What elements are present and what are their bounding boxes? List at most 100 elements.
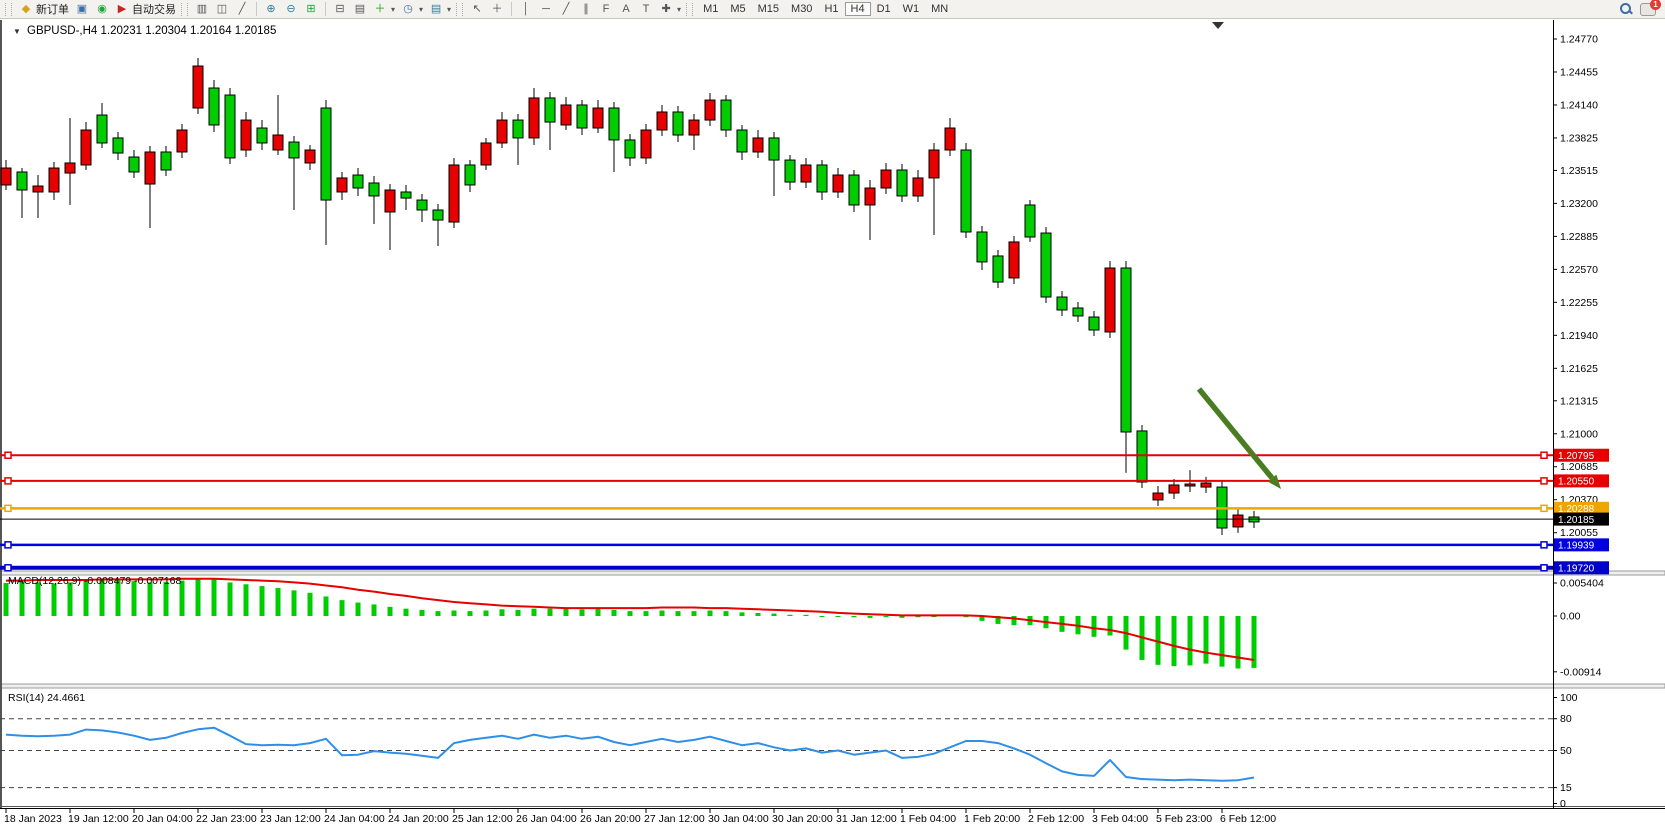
trendline-button[interactable]: ╱ <box>556 1 576 17</box>
svg-text:1.21000: 1.21000 <box>1560 428 1598 440</box>
svg-text:0.00: 0.00 <box>1560 611 1581 623</box>
candle-chart-button[interactable]: ◫ <box>212 1 232 17</box>
tile-windows-button[interactable]: ⊞ <box>301 1 321 17</box>
time-axis[interactable]: 18 Jan 2023 19 Jan 12:00 20 Jan 04:00 22 Ja… <box>4 808 1276 825</box>
svg-text:1.20055: 1.20055 <box>1560 527 1598 539</box>
price-axis[interactable]: 1.24770 1.24455 1.24140 1.23825 1.23515 1.232… <box>1553 34 1604 811</box>
cursor-icon: ↖ <box>472 3 482 15</box>
arrows-button[interactable]: ✚ ▾ <box>656 1 684 17</box>
svg-text:5 Feb 23:00: 5 Feb 23:00 <box>1156 813 1212 825</box>
indicator-window-button[interactable]: ⊟ <box>330 1 350 17</box>
vline-icon: │ <box>522 3 530 15</box>
tab-m1[interactable]: M1 <box>703 3 719 15</box>
svg-text:20 Jan 04:00: 20 Jan 04:00 <box>132 813 193 825</box>
signal-button[interactable]: ◉ <box>92 1 112 17</box>
main-toolbar: ◆ 新订单 ▣ ◉ ▶ 自动交易 ▥ ◫ ╱ ⊕ ⊖ ⊞ ⊟ ▤ ＋ ▾ ◷ ▾ <box>0 0 1665 19</box>
svg-text:24 Jan 04:00: 24 Jan 04:00 <box>324 813 385 825</box>
line-chart-button[interactable]: ╱ <box>232 1 252 17</box>
fibonacci-icon: F <box>602 3 610 15</box>
chevron-down-icon: ▾ <box>677 4 682 14</box>
svg-text:1.21940: 1.21940 <box>1560 330 1598 342</box>
svg-text:22 Jan 23:00: 22 Jan 23:00 <box>196 813 257 825</box>
svg-text:24 Jan 20:00: 24 Jan 20:00 <box>388 813 449 825</box>
hline-button[interactable]: ─ <box>536 1 556 17</box>
svg-text:80: 80 <box>1560 713 1572 725</box>
template-button[interactable]: ▤ ▾ <box>426 1 454 17</box>
toolbar-grip[interactable] <box>181 2 188 16</box>
chart-title: GBPUSD-,H4 1.20231 1.20304 1.20164 1.201… <box>27 25 276 37</box>
tab-m30[interactable]: M30 <box>791 3 813 15</box>
chat-icon[interactable]: 1 <box>1640 0 1661 16</box>
svg-text:1.20288: 1.20288 <box>1558 504 1595 515</box>
svg-text:-0.00914: -0.00914 <box>1560 666 1602 678</box>
data-window-button[interactable]: ▤ <box>350 1 370 17</box>
tab-w1[interactable]: W1 <box>902 3 920 15</box>
autotrade-button[interactable]: ▶ 自动交易 <box>112 0 179 18</box>
chart-shift-marker <box>1212 22 1224 29</box>
terminal-button[interactable]: ▣ <box>72 1 92 17</box>
tab-m5[interactable]: M5 <box>730 3 746 15</box>
svg-text:1.20795: 1.20795 <box>1558 451 1595 462</box>
svg-text:1.23825: 1.23825 <box>1560 132 1598 144</box>
candle-chart-icon: ◫ <box>216 3 228 15</box>
text-label-icon: T <box>642 3 650 15</box>
crosshair-button[interactable]: ＋ <box>487 1 507 17</box>
vline-button[interactable]: │ <box>516 1 536 17</box>
cursor-button[interactable]: ↖ <box>467 1 487 17</box>
new-order-label: 新订单 <box>36 4 69 16</box>
hline-icon: ─ <box>542 3 550 15</box>
terminal-icon: ▣ <box>76 3 88 15</box>
line-chart-icon: ╱ <box>238 3 246 15</box>
channel-button[interactable]: ∥ <box>576 1 596 17</box>
svg-text:1.21315: 1.21315 <box>1560 395 1598 407</box>
toolbar-grip[interactable] <box>456 2 464 16</box>
toolbar-grip[interactable] <box>686 2 694 16</box>
svg-text:1.22255: 1.22255 <box>1560 297 1598 309</box>
macd-indicator <box>3 577 1257 669</box>
indicator-window-icon: ⊟ <box>335 3 345 15</box>
autotrade-icon: ▶ <box>117 3 127 15</box>
toolbar-grip[interactable] <box>5 2 12 16</box>
svg-text:1.24140: 1.24140 <box>1560 99 1598 111</box>
add-indicator-button[interactable]: ＋ ▾ <box>370 1 398 17</box>
text-button[interactable]: A <box>616 1 636 17</box>
fibonacci-button[interactable]: F <box>596 1 616 17</box>
tab-m15[interactable]: M15 <box>757 3 780 15</box>
macd-label: MACD(12,26,9) -0.008479 -0.007168 <box>8 575 182 587</box>
data-window-icon: ▤ <box>354 3 366 15</box>
svg-text:6 Feb 12:00: 6 Feb 12:00 <box>1220 813 1276 825</box>
svg-text:2 Feb 12:00: 2 Feb 12:00 <box>1028 813 1084 825</box>
trend-arrow-annotation[interactable] <box>1196 387 1281 489</box>
bar-chart-button[interactable]: ▥ <box>192 1 212 17</box>
svg-text:1.19720: 1.19720 <box>1558 564 1595 575</box>
new-order-button[interactable]: ◆ 新订单 <box>16 0 72 18</box>
svg-text:100: 100 <box>1560 692 1578 704</box>
zoom-in-button[interactable]: ⊕ <box>261 1 281 17</box>
svg-text:18 Jan 2023: 18 Jan 2023 <box>4 813 62 825</box>
tab-h4[interactable]: H4 <box>844 2 871 16</box>
svg-text:1.23515: 1.23515 <box>1560 165 1598 177</box>
notification-badge: 1 <box>1650 0 1661 10</box>
svg-text:23 Jan 12:00: 23 Jan 12:00 <box>260 813 321 825</box>
tab-d1[interactable]: D1 <box>876 3 891 15</box>
svg-text:15: 15 <box>1560 782 1572 794</box>
channel-icon: ∥ <box>583 3 589 15</box>
tab-mn[interactable]: MN <box>931 3 949 15</box>
svg-text:1.19939: 1.19939 <box>1558 541 1595 552</box>
svg-text:31 Jan 12:00: 31 Jan 12:00 <box>836 813 897 825</box>
tab-h1[interactable]: H1 <box>824 3 839 15</box>
periods-button[interactable]: ◷ ▾ <box>398 1 426 17</box>
svg-text:3 Feb 04:00: 3 Feb 04:00 <box>1092 813 1148 825</box>
chevron-down-icon: ▾ <box>391 4 396 14</box>
zoom-out-icon: ⊖ <box>286 3 296 15</box>
zoom-in-icon: ⊕ <box>266 3 276 15</box>
text-label-button[interactable]: T <box>636 1 656 17</box>
search-icon[interactable] <box>1620 3 1632 15</box>
candlestick-series <box>0 57 1260 536</box>
text-icon: A <box>622 3 630 15</box>
chart-collapse-icon[interactable]: ▼ <box>13 27 21 36</box>
svg-text:1 Feb 04:00: 1 Feb 04:00 <box>900 813 956 825</box>
zoom-out-button[interactable]: ⊖ <box>281 1 301 17</box>
